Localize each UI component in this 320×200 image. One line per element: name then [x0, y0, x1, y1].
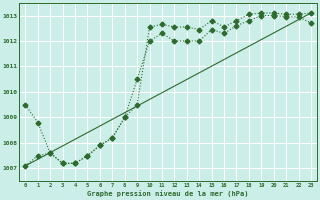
- X-axis label: Graphe pression niveau de la mer (hPa): Graphe pression niveau de la mer (hPa): [87, 190, 249, 197]
